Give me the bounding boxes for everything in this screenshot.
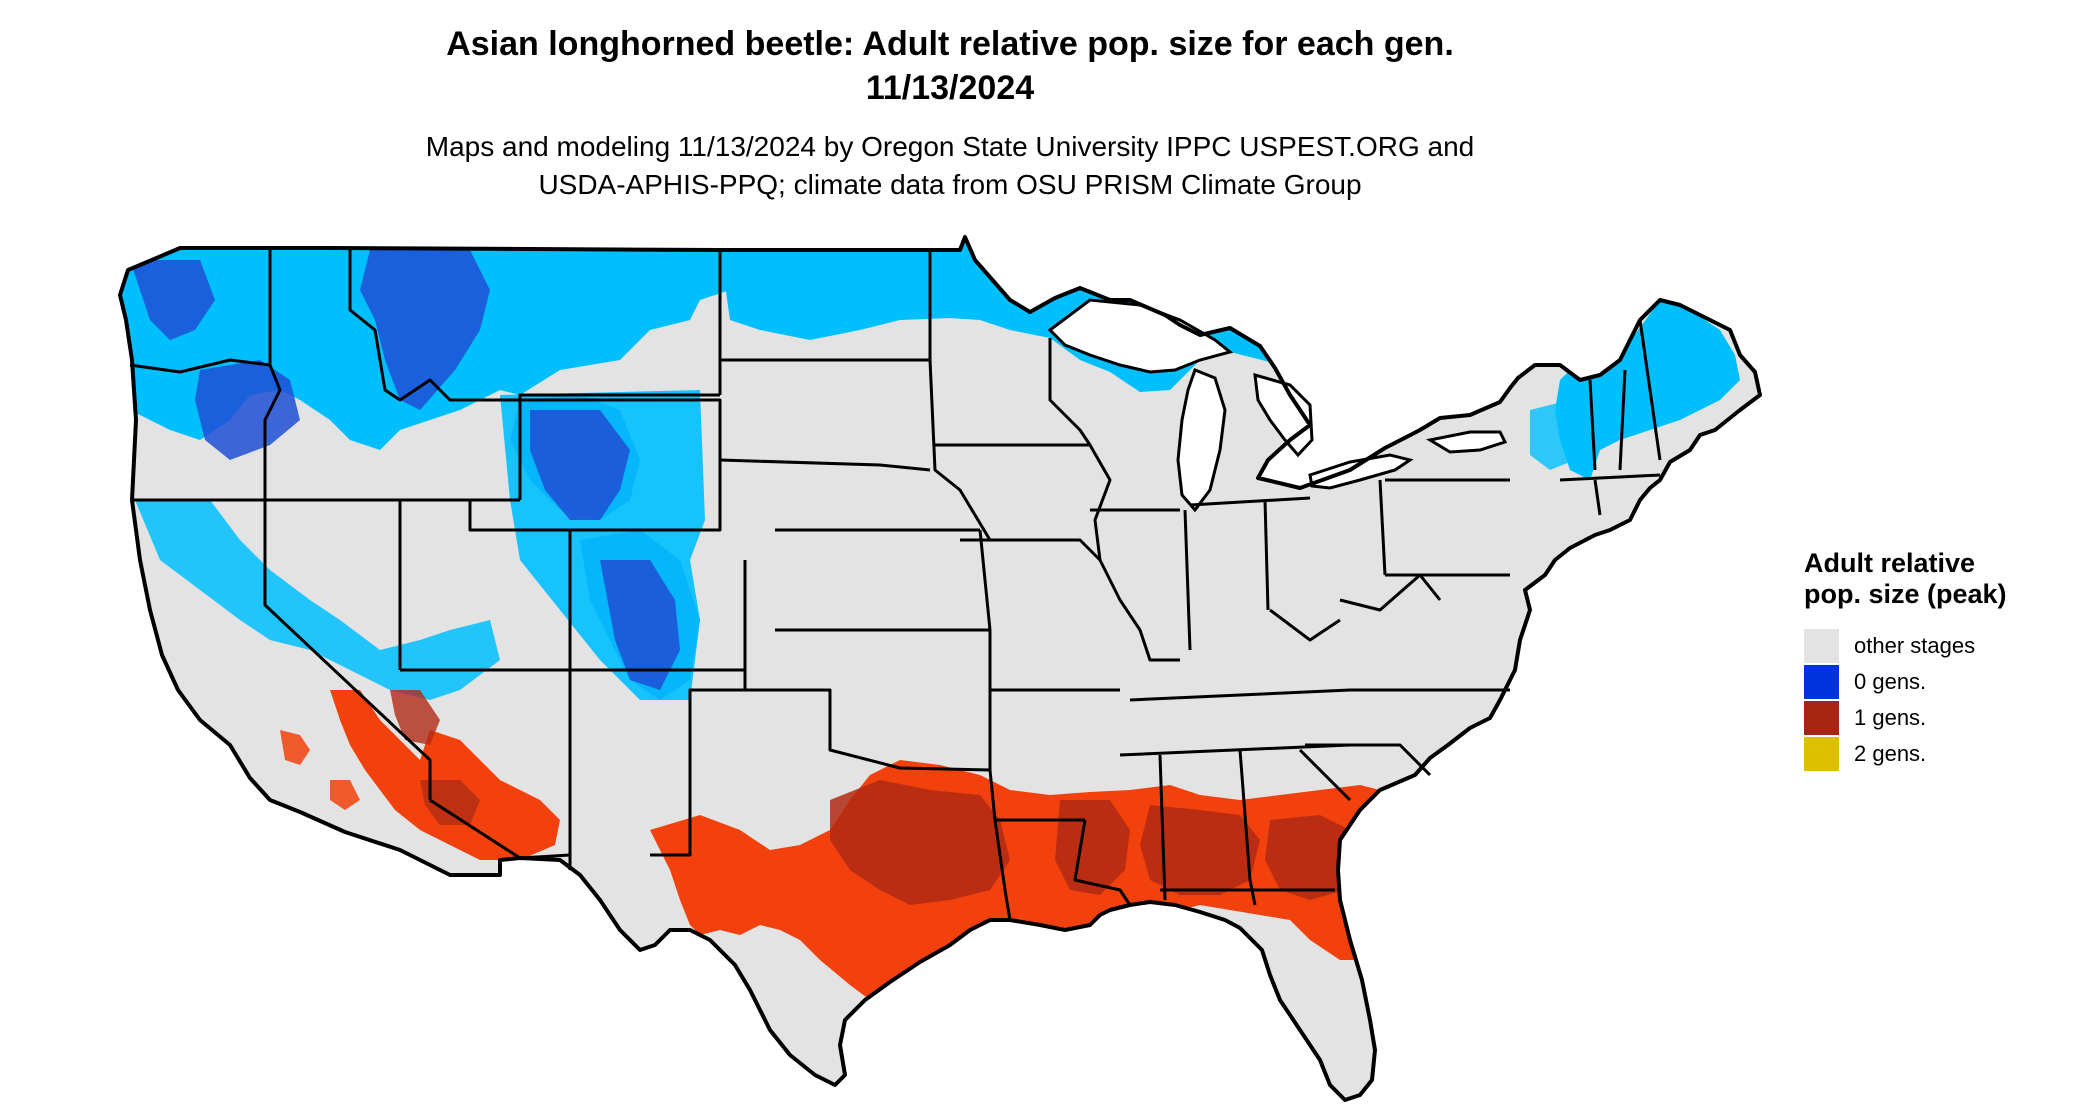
state-borders	[118, 235, 1762, 1102]
border-ga-sc	[1298, 748, 1352, 802]
great-lakes	[1047, 298, 1508, 513]
border-ca-nv	[263, 500, 432, 800]
border-il-in	[1183, 509, 1192, 651]
border-sd-ne	[719, 458, 931, 472]
legend: Adult relative pop. size (peak) other st…	[1804, 548, 2064, 772]
border-nh-me	[1638, 319, 1662, 461]
legend-label: other stages	[1854, 633, 1976, 658]
warm-zone-southwest	[330, 690, 560, 860]
border-az-mex	[429, 798, 571, 860]
border-mi-in-oh	[1189, 496, 1311, 507]
legend-items: other stages 0 gens. 1 gens. 2 gens.	[1804, 628, 2064, 772]
us-map	[118, 235, 1762, 1102]
border-ky-tn	[1129, 688, 1351, 702]
border-la-ms	[1073, 819, 1132, 906]
border-nc-sc	[1305, 743, 1432, 777]
border-il-mo-ky	[1098, 559, 1180, 662]
legend-label: 2 gens.	[1854, 741, 1927, 766]
cold-zone-new-england	[1555, 300, 1740, 480]
border-ok-ar	[988, 630, 997, 821]
border-ms-al	[1158, 754, 1167, 901]
lake-michigan	[1176, 368, 1227, 513]
border-tn-ms-al-ga	[1119, 743, 1351, 757]
map-subtitle: Maps and modeling 11/13/2024 by Oregon S…	[0, 128, 1900, 204]
legend-swatch	[1804, 737, 1839, 771]
lake-ontario	[1425, 430, 1508, 454]
border-ma-ct-ri	[1559, 473, 1661, 482]
border-ok-tx	[745, 688, 991, 772]
warm-zone-southwest-dark	[390, 690, 480, 825]
border-wv-va	[1339, 573, 1442, 612]
legend-item: 2 gens.	[1804, 736, 2064, 772]
border-id-mt	[348, 250, 520, 402]
cold-zone-rockies-dark	[530, 410, 680, 690]
legend-item: 0 gens.	[1804, 664, 2064, 700]
border-mt-wy	[518, 393, 720, 400]
border-nd-mn	[928, 250, 992, 541]
border-vt-nh	[1618, 369, 1627, 471]
legend-swatch	[1804, 629, 1839, 663]
legend-item: other stages	[1804, 628, 2064, 664]
border-tx-la	[993, 819, 1012, 921]
border-mo-ks	[978, 529, 992, 631]
warm-zone-southeast-dark	[830, 780, 1360, 905]
border-oh-pa	[1378, 479, 1387, 576]
border-ky-wv-oh	[1269, 608, 1341, 642]
border-ny-ct	[1593, 479, 1602, 516]
legend-label: 0 gens.	[1854, 669, 1927, 694]
title-block: Asian longhorned beetle: Adult relative …	[0, 22, 1900, 110]
border-ut-wy-co	[468, 500, 572, 670]
map-date: 11/13/2024	[865, 69, 1035, 107]
cold-zone-appalachian	[1530, 400, 1585, 470]
border-ia-mo	[960, 538, 1102, 562]
legend-swatch	[1804, 665, 1839, 699]
subtitle-line-1: Maps and modeling 11/13/2024 by Oregon S…	[425, 131, 1475, 162]
border-mn-wi	[1048, 338, 1092, 446]
legend-swatch	[1804, 701, 1839, 735]
cold-zone-great-basin-light	[135, 500, 500, 700]
subtitle-line-2: USDA-APHIS-PPQ; climate data from OSU PR…	[538, 169, 1362, 200]
model-raster-layer	[120, 237, 1740, 1000]
map-title: Asian longhorned beetle: Adult relative …	[446, 25, 1454, 63]
border-al-ga	[1238, 749, 1257, 906]
warm-zone-california	[280, 730, 360, 810]
border-nm-tx	[650, 560, 747, 857]
border-wa-or	[129, 358, 271, 374]
border-or-id	[263, 364, 282, 500]
legend-title: Adult relative pop. size (peak)	[1804, 548, 2007, 609]
border-wy-co-ne	[520, 398, 722, 532]
border-in-oh	[1263, 499, 1270, 611]
legend-item: 1 gens.	[1804, 700, 2064, 736]
legend-label: 1 gens.	[1854, 705, 1927, 730]
border-ia-il	[1088, 444, 1112, 561]
border-ny-vt-nh	[1588, 379, 1597, 471]
